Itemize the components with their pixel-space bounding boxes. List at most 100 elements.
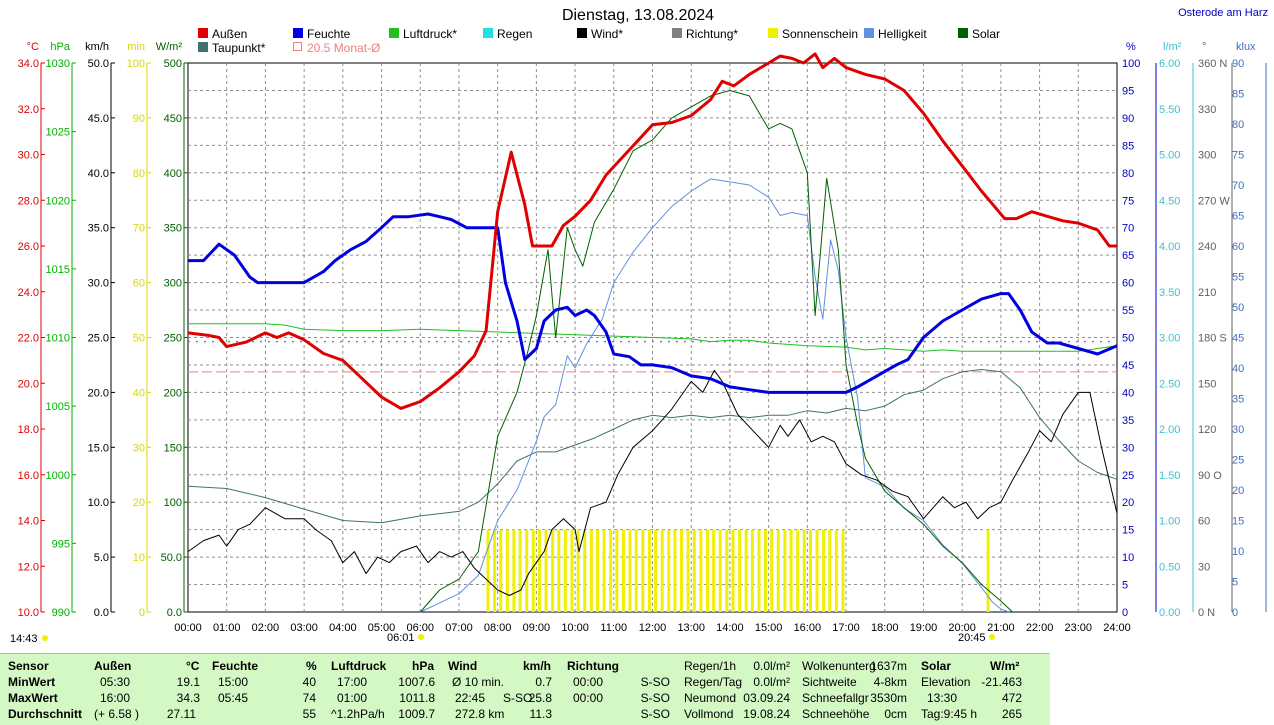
solar-label-1: 13:30: [927, 691, 958, 705]
regen-value-0: 0.0l/m²: [753, 659, 790, 673]
solar-value-2: 265: [1001, 707, 1022, 721]
legend-label: Taupunkt*: [212, 41, 266, 55]
right-axis-tick-label: 5.00: [1159, 150, 1180, 162]
right-axis-tick-label: 50: [1232, 302, 1244, 314]
right-axis-tick-label: 0: [1232, 607, 1238, 619]
legend-swatch: [389, 28, 399, 38]
feuchte-avg: 55: [302, 707, 316, 721]
left-axis-tick-label: 100: [127, 58, 145, 70]
legend-label: Luftdruck*: [403, 27, 457, 41]
x-tick-label: 12:00: [639, 622, 667, 634]
left-axis-tick-label: 15.0: [88, 442, 109, 454]
solar-label-2: Tag:9:45 h: [921, 707, 978, 721]
left-axis-tick-label: 400: [164, 168, 182, 180]
series-line-wind: [187, 369, 1118, 596]
left-axis-tick-label: 24.0: [18, 287, 39, 299]
left-axis-tick-label: 0: [139, 607, 145, 619]
legend-swatch: [672, 28, 682, 38]
series-line-solar: [419, 90, 1013, 613]
regen-value-3: 19.08.24: [743, 707, 790, 721]
left-axis-tick-label: 10.0: [88, 497, 109, 509]
left-axis-tick-label: 1005: [46, 401, 70, 413]
aussen-max: 34.3: [176, 691, 200, 705]
left-axis-tick-label: 200: [164, 387, 182, 399]
left-axis-tick-label: 100: [164, 497, 182, 509]
richtung-header: Richtung: [567, 659, 619, 673]
left-axis-tick-label: 1000: [46, 470, 70, 482]
left-axis-tick-label: 5.0: [94, 552, 109, 564]
right-axis-tick-label: 55: [1122, 305, 1134, 317]
current-time-label: 14:43: [10, 633, 38, 645]
right-axis-tick-label: 95: [1122, 85, 1134, 97]
right-axis-tick-label: 30: [1232, 424, 1244, 436]
x-tick-label: 10:00: [561, 622, 589, 634]
right-axis-tick-label: 4.00: [1159, 241, 1180, 253]
feuchte-max-time: 05:45: [218, 691, 249, 705]
luftdruck-header: Luftdruck: [331, 659, 387, 673]
left-axis-tick-label: 14.0: [18, 516, 39, 528]
series-line-auen: [187, 52, 1117, 410]
feuchte-min-time: 15:00: [218, 675, 249, 689]
right-axis-tick-label: 60: [1198, 516, 1210, 528]
right-axis-tick-label: 70: [1122, 223, 1134, 235]
left-axis-tick-label: 250: [164, 333, 182, 345]
solar-unit: W/m²: [990, 659, 1020, 673]
right-axis-tick-label: 1.00: [1159, 516, 1180, 528]
x-tick-label: 16:00: [794, 622, 822, 634]
regen-value-1: 0.0l/m²: [753, 675, 790, 689]
right-axis-tick-label: 85: [1122, 140, 1134, 152]
right-axis-tick-label: 20: [1232, 485, 1244, 497]
right-axis-tick-label: 40: [1122, 387, 1134, 399]
sun-now-icon: [42, 635, 48, 641]
regen-label-2: Neumond: [684, 691, 737, 705]
x-tick-label: 14:00: [716, 622, 744, 634]
stats-row-label-sensor: Sensor: [8, 659, 49, 673]
wind-header: Wind: [448, 659, 478, 673]
right-axis-tick-label: 85: [1232, 89, 1244, 101]
right-axis-tick-label: 80: [1122, 168, 1134, 180]
right-axis-tick-label: 3.50: [1159, 287, 1180, 299]
right-axis-tick-label: 15: [1232, 516, 1244, 528]
left-axis-tick-label: 50.0: [88, 58, 109, 70]
legend-label: 20.5 Monat-Ø: [307, 41, 380, 55]
x-tick-label: 03:00: [290, 622, 318, 634]
richtung-min-time: 00:00: [573, 675, 604, 689]
solar-value-0: -21.463: [981, 675, 1022, 689]
left-axis-tick-label: 70: [133, 223, 145, 235]
left-axis-unit: W/m²: [156, 41, 183, 53]
left-axis-tick-label: 12.0: [18, 561, 39, 573]
feuchte-max: 74: [302, 691, 316, 705]
right-axis-tick-label: 6.00: [1159, 58, 1180, 70]
chart-title: Dienstag, 13.08.2024: [562, 7, 714, 24]
sunset-icon: [989, 634, 995, 640]
x-tick-label: 08:00: [484, 622, 512, 634]
wolken-label-2: Schneefallgr: [802, 691, 869, 705]
left-axis-tick-label: 1010: [46, 333, 70, 345]
stats-row-label-max: MaxWert: [8, 691, 58, 705]
right-axis-tick-label: 0.00: [1159, 607, 1180, 619]
left-axis-tick-label: 300: [164, 278, 182, 290]
right-axis-tick-label: 210: [1198, 287, 1216, 299]
series-line-feuchte: [188, 212, 1118, 394]
right-axis-tick-label: 65: [1122, 250, 1134, 262]
right-axis-tick-label: 2.00: [1159, 424, 1180, 436]
left-axis-tick-label: 16.0: [18, 470, 39, 482]
right-axis-tick-label: 0 N: [1198, 607, 1215, 619]
left-axis-tick-label: 1015: [46, 264, 70, 276]
legend-swatch: [293, 28, 303, 38]
left-axis-tick-label: 150: [164, 442, 182, 454]
wind-min: 0.7: [535, 675, 552, 689]
x-tick-label: 13:00: [677, 622, 705, 634]
regen-label-0: Regen/1h: [684, 659, 737, 673]
luftdruck-avg-note: ^1.2hPa/h: [331, 707, 385, 721]
x-tick-label: 02:00: [252, 622, 280, 634]
left-axis-unit: °C: [27, 41, 39, 53]
right-axis-tick-label: 4.50: [1159, 195, 1180, 207]
right-axis-tick-label: 60: [1122, 278, 1134, 290]
left-axis-tick-label: 0.0: [94, 607, 109, 619]
aussen-min: 19.1: [176, 675, 200, 689]
left-axis-tick-label: 995: [52, 538, 70, 550]
regen-value-2: 03.09.24: [743, 691, 790, 705]
left-axis-tick-label: 1025: [46, 127, 70, 139]
aussen-min-time: 05:30: [100, 675, 131, 689]
